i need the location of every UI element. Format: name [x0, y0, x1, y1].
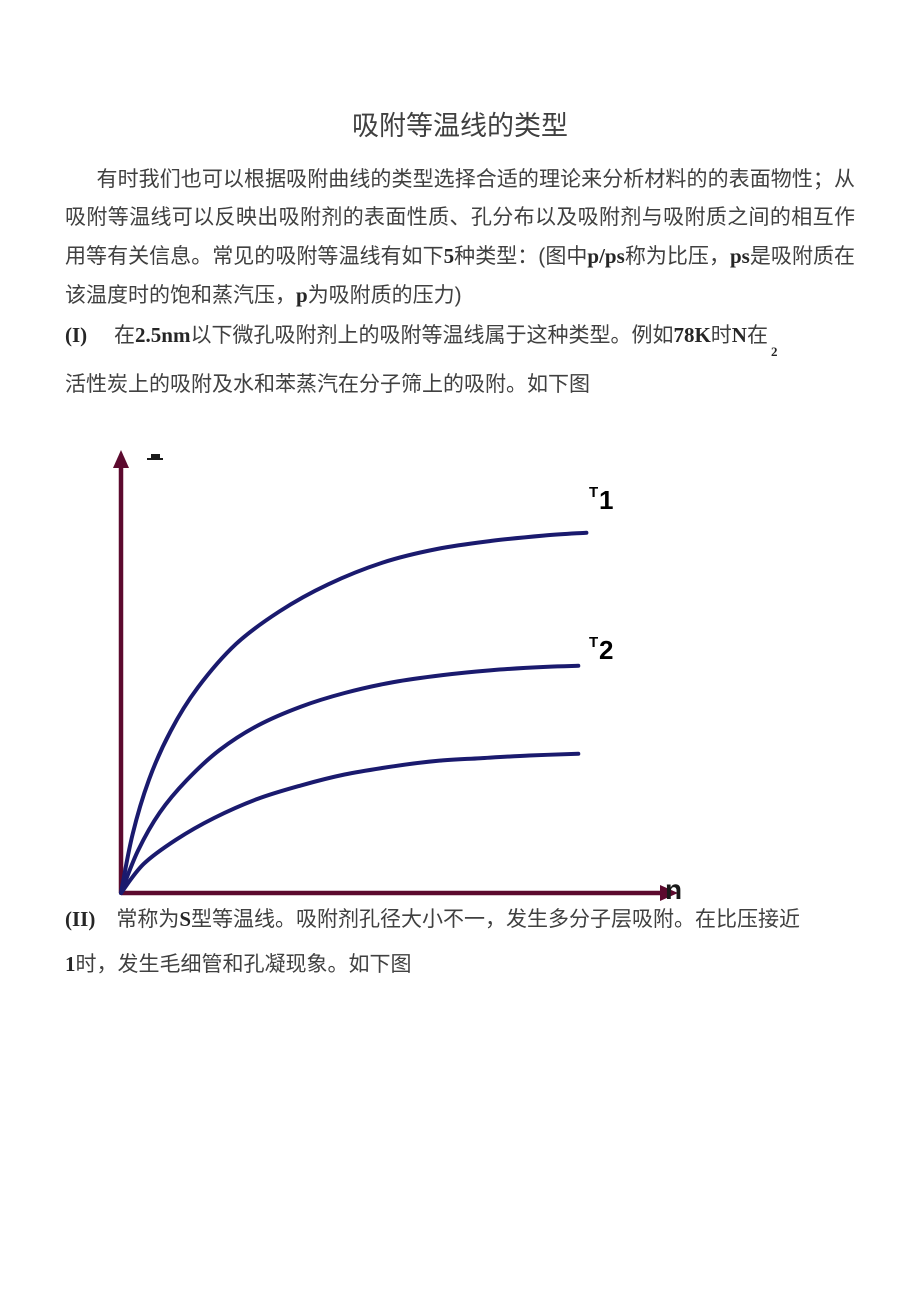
svg-text:T: T: [589, 484, 598, 501]
svg-text:1: 1: [599, 485, 613, 515]
svg-text:T: T: [589, 634, 598, 651]
svg-text:2: 2: [599, 635, 613, 665]
